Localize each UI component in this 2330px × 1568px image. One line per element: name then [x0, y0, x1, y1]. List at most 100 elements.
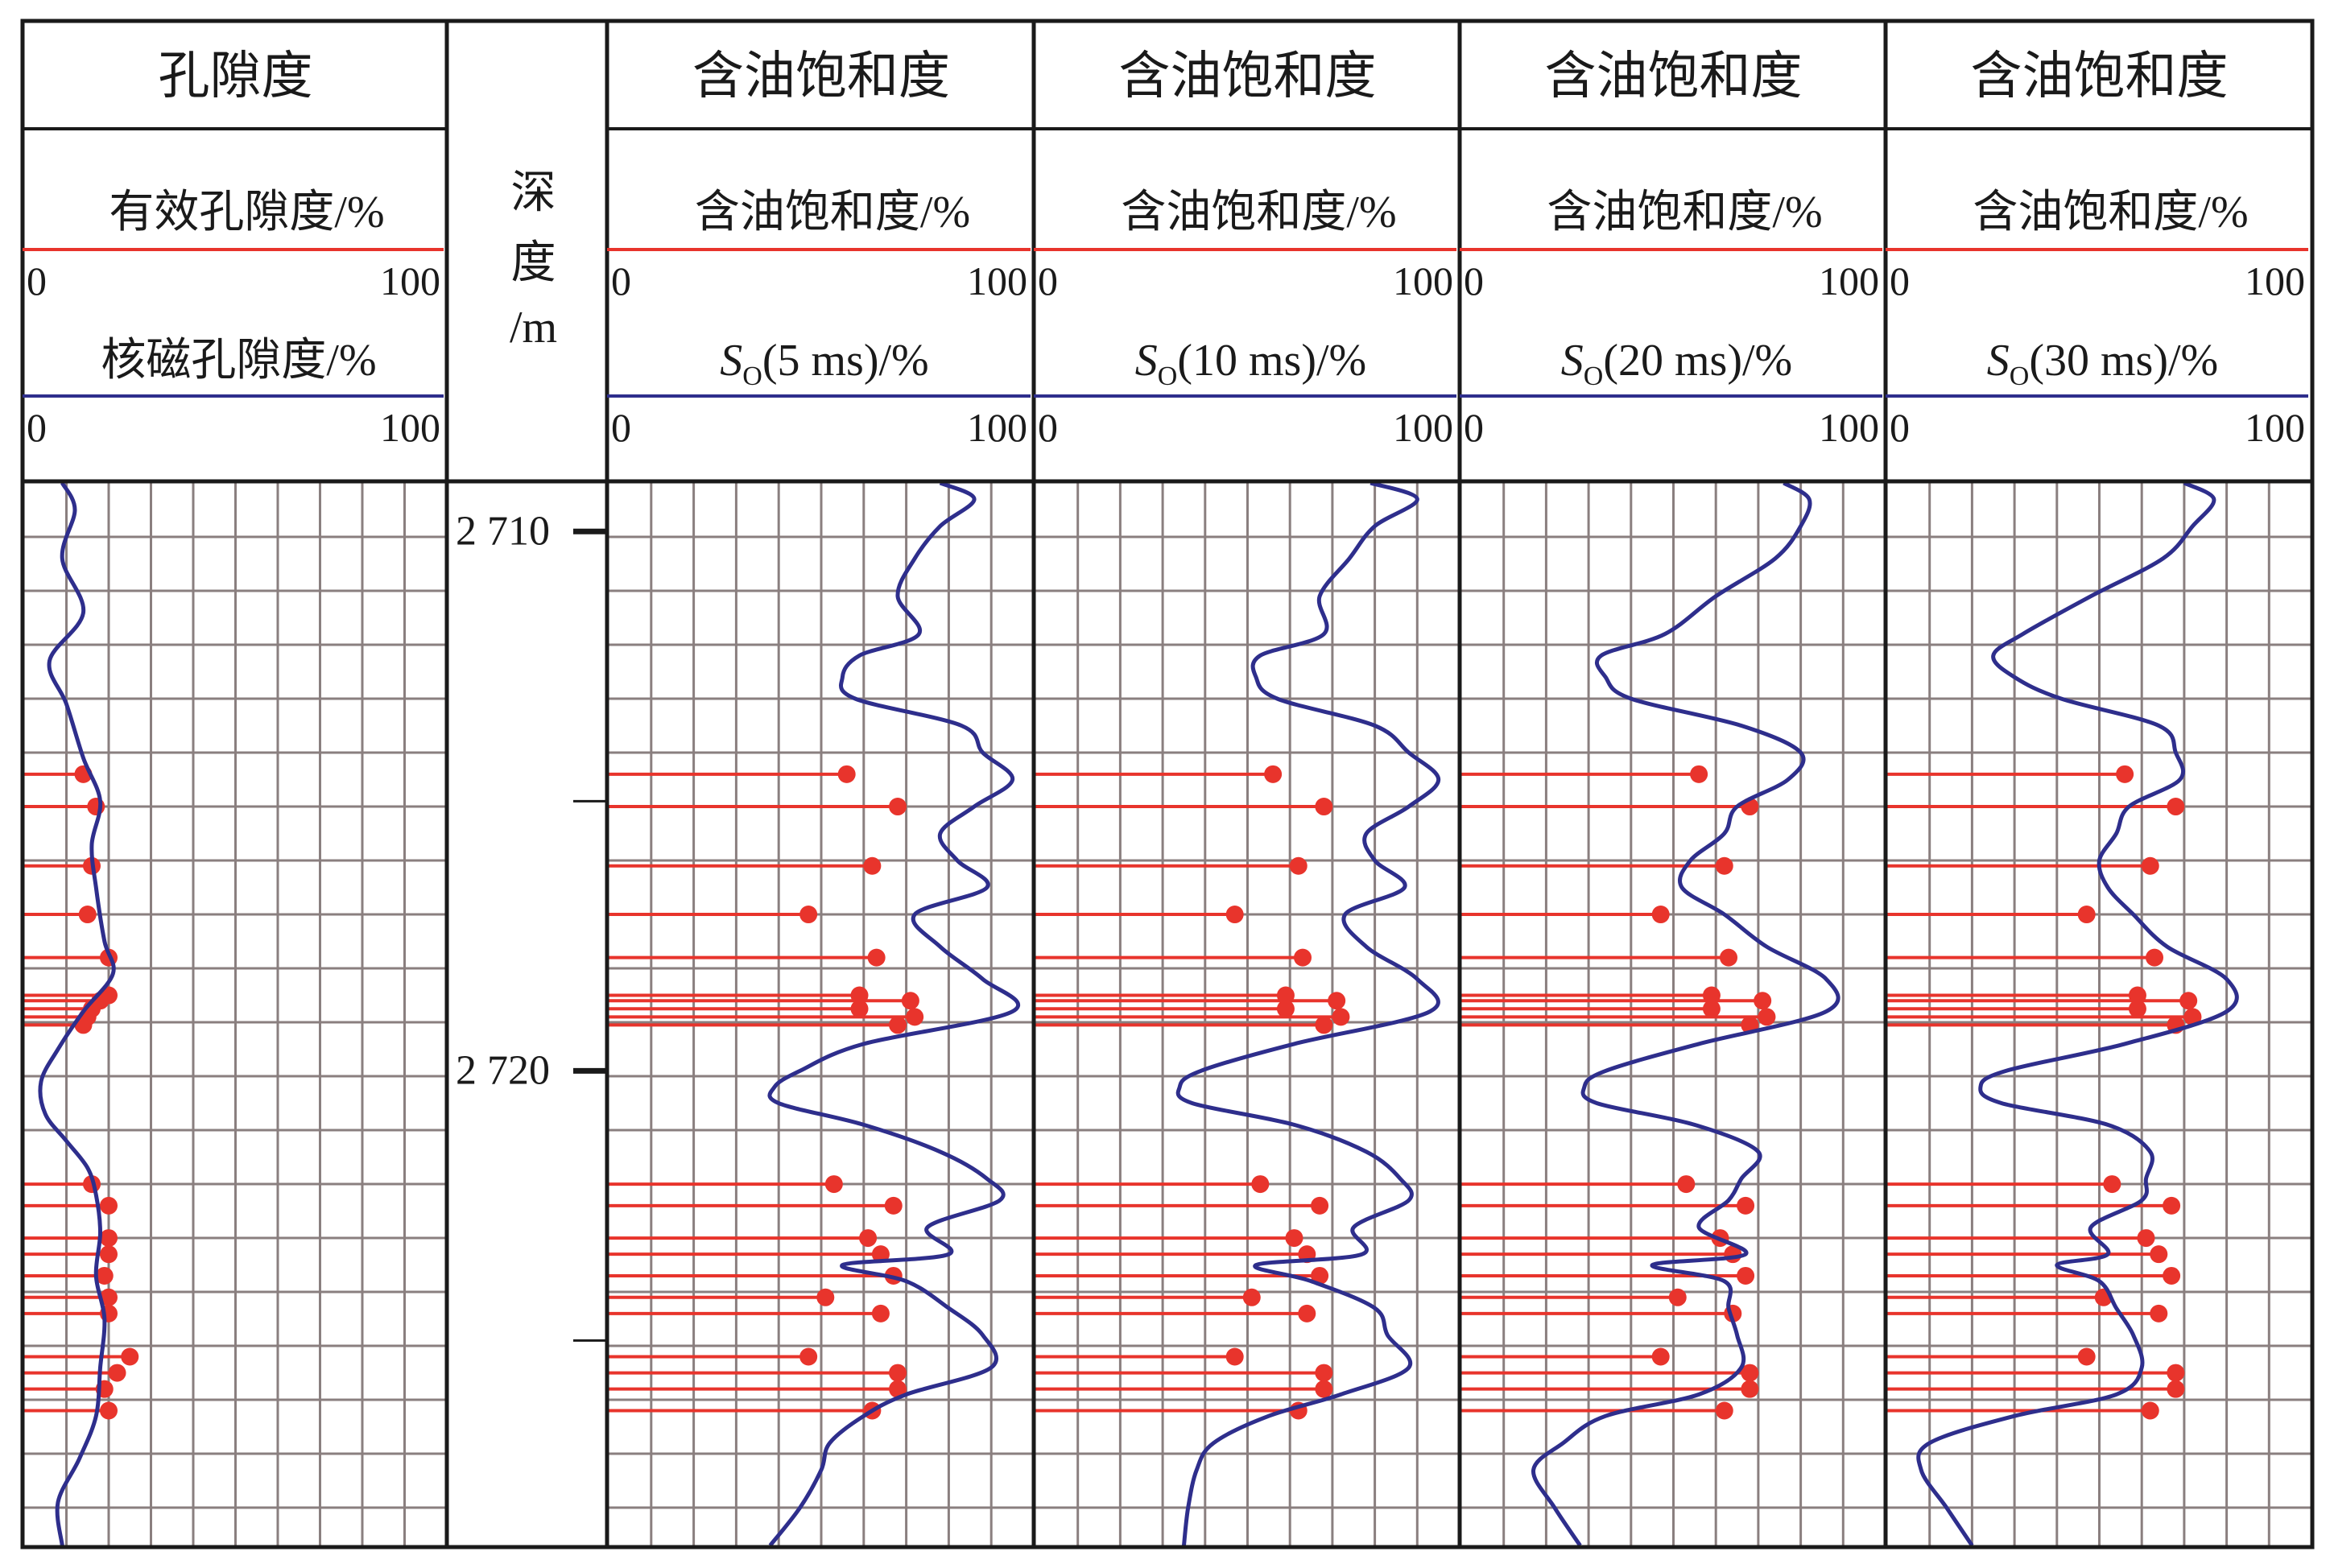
core-point	[2077, 906, 2096, 924]
core-point	[1702, 1000, 1721, 1018]
curve-scale-min: 0	[1890, 258, 1910, 303]
core-point	[2167, 1364, 2185, 1382]
core-point	[100, 1229, 118, 1248]
core-point	[837, 765, 856, 783]
core-label: SO(5 ms)/%	[720, 336, 928, 391]
depth-label: 2 720	[456, 1047, 550, 1093]
core-label-text: (10 ms)/%	[1177, 336, 1366, 386]
core-scale-min: 0	[27, 405, 47, 450]
core-point	[889, 1016, 907, 1034]
core-point	[1328, 992, 1346, 1010]
core-point	[2183, 1008, 2202, 1026]
core-label-symbol: S	[1135, 336, 1158, 386]
core-point	[816, 1288, 835, 1306]
core-point	[1285, 1229, 1303, 1248]
core-label-subscript: O	[1584, 361, 1604, 391]
core-point	[871, 1304, 890, 1322]
curve-label: 含油饱和度/%	[1547, 188, 1822, 237]
core-point	[2116, 765, 2134, 783]
core-point	[2163, 1266, 2181, 1285]
core-point	[2146, 948, 2164, 967]
core-point	[1690, 765, 1708, 783]
core-point	[1754, 992, 1772, 1010]
core-point	[884, 1196, 903, 1215]
core-point	[1298, 1304, 1316, 1322]
track-title: 含油饱和度	[1971, 47, 2229, 105]
core-point	[871, 1245, 890, 1264]
core-point	[1315, 1364, 1333, 1382]
core-point	[1651, 1347, 1670, 1366]
core-point	[95, 1266, 114, 1285]
core-point	[1737, 1266, 1755, 1285]
core-label: SO(30 ms)/%	[1987, 336, 2218, 391]
core-scale-max: 100	[2245, 405, 2305, 450]
core-scale-max: 100	[380, 405, 440, 450]
core-label-text: (5 ms)/%	[762, 336, 929, 386]
core-point	[121, 1347, 139, 1366]
curve-label: 含油饱和度/%	[1121, 188, 1396, 237]
core-point	[1315, 1380, 1333, 1398]
curve-label: 有效孔隙度/%	[109, 188, 384, 237]
core-point	[1677, 1175, 1696, 1194]
core-point	[2167, 1380, 2185, 1398]
core-point	[1651, 906, 1670, 924]
core-scale-max: 100	[1819, 405, 1879, 450]
core-point	[1332, 1008, 1350, 1026]
core-scale-min: 0	[1890, 405, 1910, 450]
core-point	[100, 1288, 118, 1306]
track-title: 孔隙度	[159, 47, 313, 105]
curve-scale-min: 0	[27, 258, 47, 303]
core-point	[901, 992, 919, 1010]
core-scale-min: 0	[1038, 405, 1058, 450]
core-point	[1737, 1196, 1755, 1215]
core-point	[1289, 856, 1308, 875]
core-point	[1741, 1380, 1759, 1398]
log-curve	[38, 483, 116, 1545]
core-scale-min: 0	[611, 405, 631, 450]
core-point	[1315, 798, 1333, 816]
core-point	[1311, 1266, 1329, 1285]
core-scale-max: 100	[1393, 405, 1453, 450]
core-point	[78, 906, 97, 924]
core-point	[824, 1175, 843, 1194]
figure-frame	[20, 19, 2315, 1549]
track-title: 含油饱和度	[1119, 47, 1377, 105]
depth-header: /m	[510, 303, 557, 353]
curve-scale-max: 100	[1819, 258, 1879, 303]
log-curve	[1175, 483, 1441, 1545]
track-grids	[24, 483, 2311, 1545]
core-label-subscript: O	[742, 361, 762, 391]
core-label: SO(10 ms)/%	[1135, 336, 1366, 391]
core-point	[1225, 1347, 1244, 1366]
core-point	[2077, 1347, 2096, 1366]
core-point	[1294, 948, 1312, 967]
curve-label: 含油饱和度/%	[1973, 188, 2248, 237]
core-point	[1720, 948, 1738, 967]
core-point	[2128, 1000, 2146, 1018]
core-point	[1715, 856, 1733, 875]
curve-scale-min: 0	[1464, 258, 1484, 303]
curve-scale-min: 0	[1038, 258, 1058, 303]
core-label-subscript: O	[2010, 361, 2030, 391]
core-point	[2141, 1401, 2159, 1420]
core-label: 核磁孔隙度/%	[101, 336, 376, 386]
core-point	[2167, 798, 2185, 816]
core-label-text: (30 ms)/%	[2029, 336, 2218, 386]
core-point	[2103, 1175, 2121, 1194]
core-point	[850, 1000, 869, 1018]
core-point	[906, 1008, 924, 1026]
track-traces	[24, 483, 2239, 1545]
core-label-subscript: O	[1158, 361, 1178, 391]
track-title: 含油饱和度	[692, 47, 950, 105]
core-point	[799, 906, 818, 924]
outer-border	[20, 19, 2315, 1549]
core-scale-max: 100	[967, 405, 1027, 450]
core-label: SO(20 ms)/%	[1561, 336, 1792, 391]
track-title: 含油饱和度	[1545, 47, 1803, 105]
depth-label: 2 710	[456, 508, 550, 554]
core-point	[100, 1196, 118, 1215]
core-point	[2141, 856, 2159, 875]
core-point	[1264, 765, 1283, 783]
